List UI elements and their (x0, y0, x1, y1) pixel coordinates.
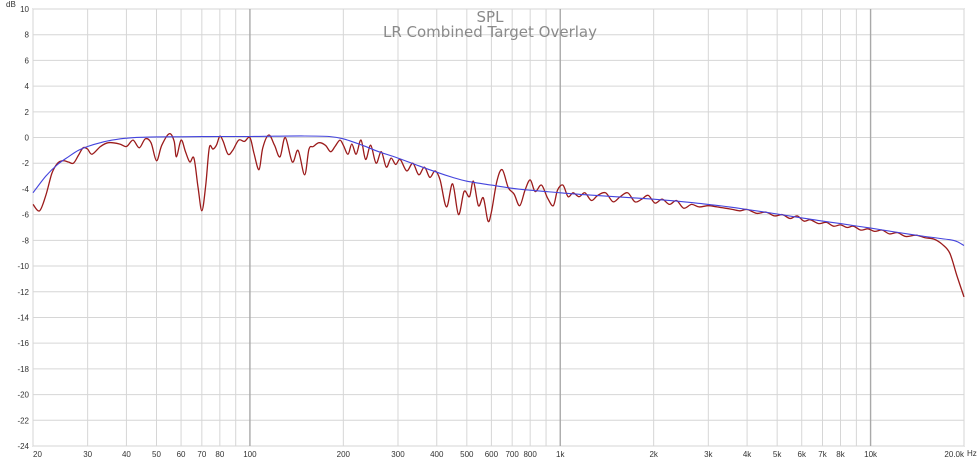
grid-lines (32, 8, 965, 447)
x-tick-label: 40 (122, 450, 131, 459)
x-tick-label: 600 (485, 450, 499, 459)
y-axis-unit: dB (6, 0, 16, 9)
x-tick-label: 300 (391, 450, 405, 459)
x-tick-label: 70 (197, 450, 206, 459)
y-tick-label: -22 (17, 416, 29, 425)
y-tick-label: -4 (22, 185, 30, 194)
y-tick-label: -18 (17, 365, 29, 374)
y-tick-label: -20 (17, 391, 29, 400)
x-tick-labels: 20 30 40 50 60 70 80 100 200 300 400 500 600 700 800 1k… (33, 450, 965, 459)
x-tick-label: 7k (818, 450, 827, 459)
x-tick-label: 80 (215, 450, 224, 459)
x-tick-label: 700 (505, 450, 519, 459)
x-tick-label: 3k (704, 450, 713, 459)
y-tick-label: 0 (25, 134, 30, 143)
x-tick-label: 500 (460, 450, 474, 459)
y-tick-label: 6 (25, 56, 30, 65)
x-tick-label: 1k (556, 450, 565, 459)
x-tick-label: 8k (836, 450, 845, 459)
y-tick-label: 2 (25, 108, 30, 117)
chart-title: SPL (477, 8, 505, 26)
x-tick-label: 50 (152, 450, 161, 459)
y-tick-label: -8 (22, 236, 30, 245)
y-tick-label: -14 (17, 313, 29, 322)
x-axis-unit: Hz (967, 449, 977, 458)
plot-area (32, 8, 965, 447)
target-curve-line (32, 135, 965, 246)
chart-subtitle: LR Combined Target Overlay (383, 23, 597, 41)
y-tick-label: -12 (17, 288, 29, 297)
x-tick-label: 5k (773, 450, 782, 459)
x-tick-label: 2k (649, 450, 658, 459)
y-tick-label: 8 (25, 31, 30, 40)
y-tick-label: -10 (17, 262, 29, 271)
y-tick-label: -16 (17, 339, 29, 348)
y-tick-labels: 10 8 6 4 2 0 -2 -4 -6 -8 -10 -12 -14 -16 -18 -20 -22 -24 (17, 5, 29, 451)
y-tick-label: -6 (22, 211, 30, 220)
y-tick-label: -24 (17, 442, 29, 451)
x-tick-label: 20.0k (944, 450, 965, 459)
x-tick-label: 6k (798, 450, 807, 459)
series-layer (32, 133, 965, 298)
x-tick-label: 30 (83, 450, 92, 459)
x-tick-label: 400 (430, 450, 444, 459)
x-tick-label: 800 (523, 450, 537, 459)
x-tick-label: 100 (243, 450, 257, 459)
y-tick-label: 4 (25, 82, 30, 91)
y-tick-label: -2 (22, 159, 30, 168)
x-tick-label: 20 (33, 450, 42, 459)
y-tick-label: 10 (20, 5, 29, 14)
x-tick-label: 60 (177, 450, 186, 459)
x-tick-label: 10k (864, 450, 878, 459)
x-tick-label: 4k (743, 450, 752, 459)
x-tick-label: 200 (337, 450, 351, 459)
